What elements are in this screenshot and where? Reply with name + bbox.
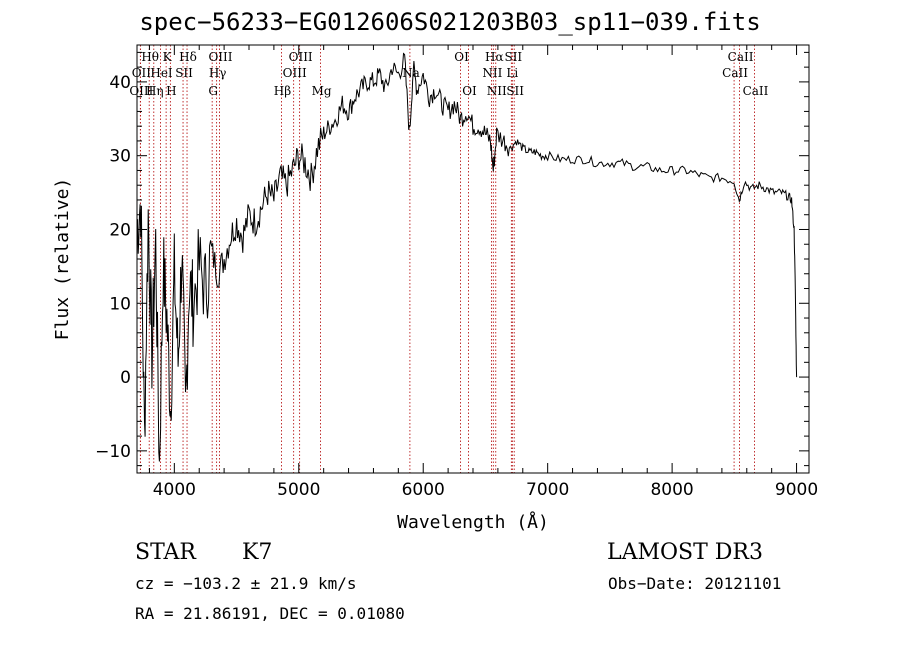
x-tick-label: 9000 bbox=[775, 480, 818, 500]
x-tick-label: 8000 bbox=[650, 480, 693, 500]
x-tick-label: 5000 bbox=[277, 480, 320, 500]
emission-line-label: OIII bbox=[208, 50, 232, 64]
emission-line-label: CaII bbox=[728, 50, 754, 64]
emission-line-label: Hγ bbox=[209, 66, 227, 80]
emission-line-label: CaII bbox=[722, 66, 748, 80]
spectrum-line bbox=[136, 52, 798, 462]
observation-date: Obs−Date: 20121101 bbox=[608, 574, 782, 593]
emission-line-label: OI bbox=[454, 50, 469, 64]
emission-line-label: H bbox=[166, 84, 176, 98]
emission-line-label: CaII bbox=[743, 84, 769, 98]
y-tick-label: −10 bbox=[95, 442, 131, 462]
emission-line-label: SII bbox=[504, 50, 522, 64]
emission-line-label: Hβ bbox=[274, 84, 291, 98]
sky-coordinates: RA = 21.86191, DEC = 0.01080 bbox=[135, 604, 405, 623]
y-axis-title: Flux (relative) bbox=[52, 178, 73, 341]
y-tick-label: 0 bbox=[120, 368, 131, 388]
y-tick-label: 10 bbox=[109, 294, 131, 314]
y-tick-label: 40 bbox=[109, 73, 131, 93]
emission-line-label: OII bbox=[132, 66, 152, 80]
plot-title: spec−56233−EG012606S021203B03_sp11−039.f… bbox=[139, 8, 761, 36]
redshift-velocity: cz = −103.2 ± 21.9 km/s bbox=[135, 574, 357, 593]
object-subclass: K7 bbox=[242, 540, 273, 565]
emission-line-label: Hθ bbox=[141, 50, 159, 64]
emission-line-label: SII bbox=[175, 66, 193, 80]
emission-line-label: Mg bbox=[312, 84, 332, 98]
x-tick-label: 6000 bbox=[402, 480, 445, 500]
emission-line-label: HeI bbox=[150, 66, 173, 80]
x-tick-label: 7000 bbox=[526, 480, 569, 500]
plot-frame bbox=[136, 44, 810, 474]
x-axis-title: Wavelength (Å) bbox=[397, 511, 549, 533]
emission-line-label: SII bbox=[506, 84, 524, 98]
emission-line-label: Na bbox=[402, 66, 420, 80]
emission-line-label: G bbox=[208, 84, 218, 98]
emission-line-label: K bbox=[163, 50, 173, 64]
emission-line-label: OI bbox=[462, 84, 477, 98]
emission-line-label: OIII bbox=[129, 84, 153, 98]
emission-line-label: OIII bbox=[289, 50, 313, 64]
emission-line-label: Hα bbox=[485, 50, 504, 64]
emission-line-label: Hη bbox=[146, 84, 164, 98]
y-tick-label: 30 bbox=[109, 147, 131, 167]
x-tick-label: 4000 bbox=[153, 480, 196, 500]
y-tick-label: 20 bbox=[109, 220, 131, 240]
emission-line-label: NII bbox=[482, 66, 502, 80]
emission-line-label: Hδ bbox=[179, 50, 197, 64]
survey-name: LAMOST DR3 bbox=[607, 540, 763, 565]
emission-line-label: OIII bbox=[283, 66, 307, 80]
object-class: STAR bbox=[135, 540, 196, 565]
emission-line-label: NII bbox=[487, 84, 507, 98]
emission-line-label: Li bbox=[506, 66, 518, 80]
